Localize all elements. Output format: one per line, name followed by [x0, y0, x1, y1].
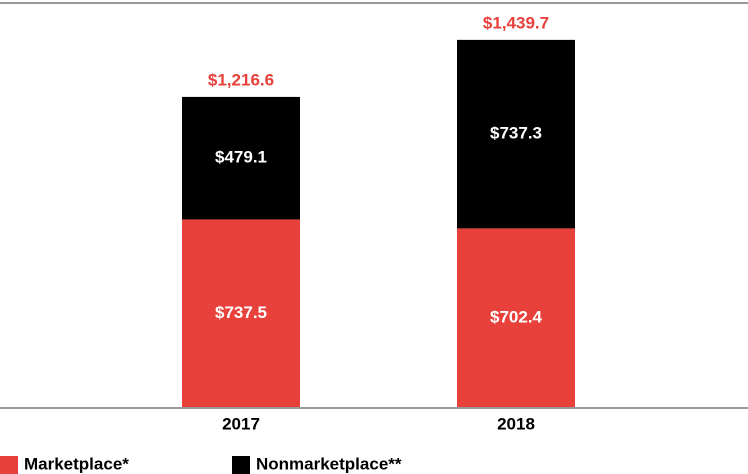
legend-label: Marketplace* — [24, 454, 129, 473]
legend-swatch — [232, 456, 250, 474]
x-tick-label: 2018 — [497, 414, 535, 433]
bar-segment — [457, 39, 575, 229]
total-label: $1,439.7 — [483, 13, 549, 32]
legend-label: Nonmarketplace** — [256, 454, 402, 473]
total-label: $1,216.6 — [208, 70, 274, 89]
value-label: $737.3 — [490, 124, 542, 143]
bar-segment — [182, 219, 300, 408]
x-tick-label: 2017 — [222, 414, 260, 433]
value-label: $479.1 — [215, 148, 267, 167]
legend-swatch — [0, 456, 18, 474]
value-label: $702.4 — [490, 308, 543, 327]
value-label: $737.5 — [215, 303, 267, 322]
bar-segment — [182, 96, 300, 220]
bar-segment — [457, 228, 575, 408]
